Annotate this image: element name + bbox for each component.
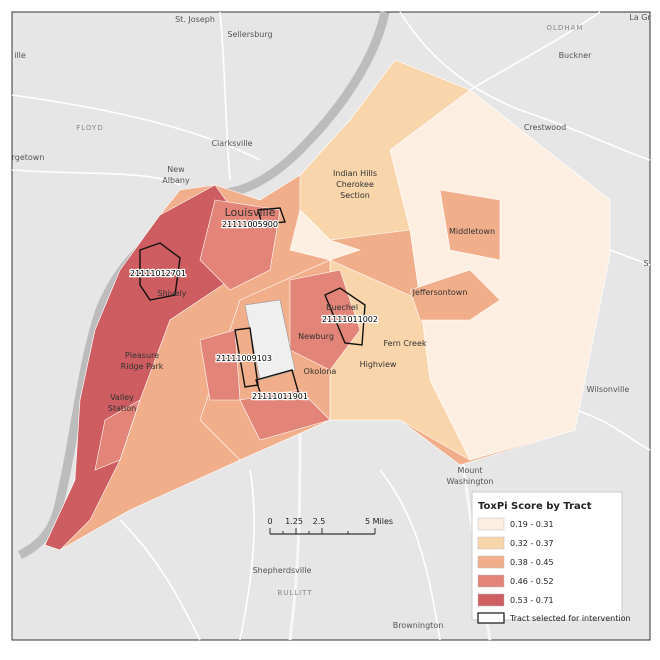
tracts [44,59,611,551]
place-label: Albany [162,176,190,185]
legend-swatch [477,593,505,607]
place-label: Middletown [449,227,495,236]
scale-label: 1.25 [285,517,303,526]
place-label: Fern Creek [383,339,426,348]
place-labels: St. Joseph Sellersburg OLDHAM La Gr Buck… [12,13,652,630]
tract-area [389,89,611,461]
legend-label: 0.38 - 0.45 [510,558,554,567]
place-label: Wilsonville [587,385,630,394]
tract-area [439,189,501,261]
place-label: St. Joseph [175,15,215,24]
place-label: La Gr [629,13,651,22]
place-label: Newburg [298,332,334,341]
legend-title: ToxPi Score by Tract [478,501,592,512]
legend-swatch [477,574,505,588]
county-label: OLDHAM [547,24,584,32]
place-label: Highview [360,360,397,369]
airport [244,299,296,381]
scale-label: 0 [267,517,272,526]
place-label: Ridge Park [121,362,164,371]
place-label: Shepherdsville [253,566,312,575]
county-label: FLOYD [76,124,103,132]
place-label: rgetown [12,153,45,162]
place-label: Indian Hills [333,169,377,178]
scale-label: 5 Miles [365,517,393,526]
legend-swatch [477,517,505,531]
place-label: New [167,165,185,174]
scale-ticks [269,528,376,534]
place-label: Cherokee [336,180,374,189]
scale-label: 2.5 [313,517,326,526]
legend: ToxPi Score by Tract 0.19 - 0.31 0.32 - 0… [471,491,631,624]
selected-tract [257,207,286,225]
place-label: Okolona [304,367,337,376]
legend-label: 0.46 - 0.52 [510,577,554,586]
legend-swatch [477,536,505,550]
place-label: Valley [110,393,134,402]
place-label: Mount [457,466,482,475]
tract-label: 21111005900 [222,220,278,229]
place-label: Crestwood [524,123,566,132]
place-label: Jeffersontown [412,288,468,297]
tract-area [289,269,361,371]
selected-tract [324,287,366,346]
place-label: Clarksville [211,139,252,148]
legend-label: 0.19 - 0.31 [510,520,554,529]
place-label: Brownington [393,621,444,630]
tract-label: 21111012701 [130,269,186,278]
tract-area [94,399,141,471]
place-label: Station [108,404,136,413]
tract-label: 21111011901 [252,392,308,401]
legend-label: Tract selected for intervention [509,614,631,623]
tract-label: 21111011002 [322,315,378,324]
place-label: Buechel [326,303,358,312]
place-label: Section [340,191,370,200]
place-label: Buckner [559,51,593,60]
county-label: BULLITT [277,589,312,597]
tract-label: 21111009103 [216,354,272,363]
place-label: Shively [158,289,187,298]
place-label: Washington [446,477,493,486]
tract-area [409,269,501,321]
tract-area [239,389,331,441]
place-label: S [643,259,648,268]
place-label: Louisville [225,206,276,219]
place-label: Pleasure [125,351,159,360]
selected-tract [255,369,301,399]
legend-label: 0.53 - 0.71 [510,596,554,605]
place-label: Sellersburg [227,30,272,39]
place-label: ille [14,51,26,60]
legend-swatch [477,555,505,569]
legend-swatch [477,612,505,624]
selected-tract [139,242,181,301]
scale-bar: 0 1.25 2.5 5 Miles [267,517,393,535]
tract-area [289,209,361,261]
tract-labels: 21111005900 21111012701 21111011002 2111… [129,219,380,403]
legend-label: 0.32 - 0.37 [510,539,554,548]
